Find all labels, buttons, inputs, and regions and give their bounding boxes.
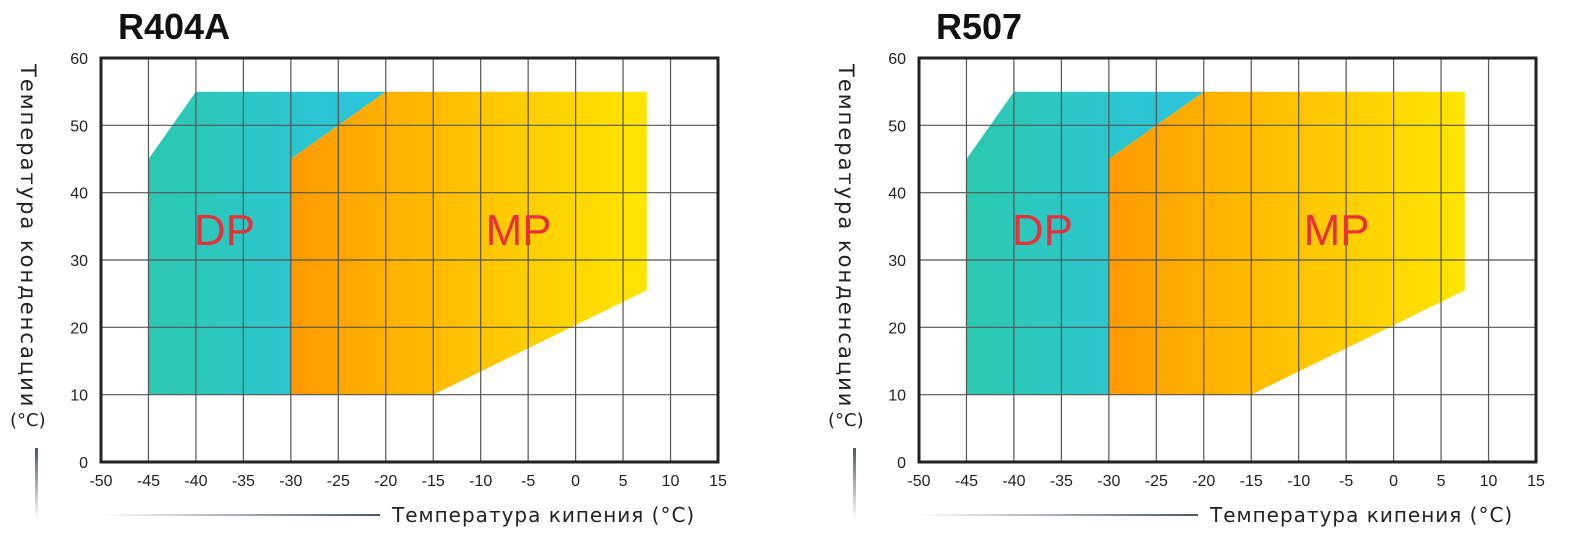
- y-tick-label: 20: [888, 320, 906, 337]
- chart-title: R404A: [118, 6, 231, 47]
- y-axis-label: Температура конденсации: [834, 64, 858, 409]
- x-tick-label: 5: [1437, 473, 1446, 490]
- x-axis-decor-line: [918, 514, 1198, 516]
- y-tick-label: 10: [888, 388, 906, 405]
- x-tick-label: -15: [422, 473, 445, 490]
- plot-frame: [917, 56, 1538, 464]
- y-axis-unit: (°C): [10, 410, 46, 431]
- y-tick-label: 0: [79, 455, 88, 472]
- chart-panel-r507: R507 Температура конденсации (°C) Темпер…: [818, 0, 1591, 552]
- y-axis-decor-line: [853, 448, 856, 518]
- series-mp-area: [290, 91, 647, 395]
- y-axis-unit: (°C): [828, 410, 864, 431]
- y-axis-label: Температура конденсации: [16, 64, 40, 409]
- y-tick-label: 40: [70, 186, 88, 203]
- x-tick-label: -35: [1050, 473, 1073, 490]
- x-tick-label: -40: [1002, 473, 1025, 490]
- x-tick-label: 10: [1480, 473, 1498, 490]
- chart-panel-r404a: R404A Температура конденсации (°C) Темпе…: [0, 0, 790, 552]
- y-axis-decor-line: [35, 448, 38, 518]
- region-label-mp: MP: [486, 206, 552, 255]
- x-tick-label: 0: [571, 473, 580, 490]
- x-tick-label: 0: [1389, 473, 1398, 490]
- region-label-mp: MP: [1304, 206, 1370, 255]
- x-axis-label: Температура кипения (°C): [392, 503, 696, 527]
- x-tick-label: 10: [662, 473, 680, 490]
- series-dp-area: [148, 91, 386, 395]
- chart-plot: -50 -45 -40 -35 -30 -25 -20 -15 -10 -5 0 5 10 1501020…: [70, 51, 727, 490]
- x-tick-label: -20: [1192, 473, 1215, 490]
- y-tick-label: 60: [888, 51, 906, 68]
- y-tick-label: 30: [888, 253, 906, 270]
- x-tick-label: 5: [619, 473, 628, 490]
- region-label-dp: DP: [1012, 206, 1073, 255]
- chart-title: R507: [936, 6, 1023, 47]
- y-tick-label: 40: [888, 186, 906, 203]
- x-tick-label: -15: [1240, 473, 1263, 490]
- x-tick-label: -45: [955, 473, 978, 490]
- x-tick-label: 15: [1527, 473, 1545, 490]
- region-label-dp: DP: [194, 206, 255, 255]
- x-tick-label: 15: [709, 473, 727, 490]
- y-tick-label: 10: [70, 388, 88, 405]
- x-axis-label: Температура кипения (°C): [1210, 503, 1514, 527]
- y-tick-label: 50: [888, 118, 906, 135]
- y-tick-label: 30: [70, 253, 88, 270]
- y-tick-label: 0: [897, 455, 906, 472]
- x-tick-label: -10: [1287, 473, 1310, 490]
- x-tick-label: -30: [279, 473, 302, 490]
- x-tick-label: -5: [521, 473, 535, 490]
- x-tick-label: -50: [907, 473, 930, 490]
- y-tick-label: 20: [70, 320, 88, 337]
- x-tick-label: -30: [1097, 473, 1120, 490]
- x-tick-label: -45: [137, 473, 160, 490]
- x-tick-label: -35: [232, 473, 255, 490]
- series-dp-area: [966, 91, 1204, 395]
- x-tick-label: -25: [1145, 473, 1168, 490]
- x-tick-label: -25: [327, 473, 350, 490]
- y-tick-label: 50: [70, 118, 88, 135]
- series-mp-area: [1108, 91, 1465, 395]
- y-tick-label: 60: [70, 51, 88, 68]
- x-tick-label: -10: [469, 473, 492, 490]
- x-tick-label: -20: [374, 473, 397, 490]
- x-axis-decor-line: [100, 514, 380, 516]
- chart-plot: -50 -45 -40 -35 -30 -25 -20 -15 -10 -5 0 5 10 1501020…: [888, 51, 1545, 490]
- x-tick-label: -40: [184, 473, 207, 490]
- x-tick-label: -5: [1339, 473, 1353, 490]
- plot-frame: [99, 56, 720, 464]
- x-tick-label: -50: [89, 473, 112, 490]
